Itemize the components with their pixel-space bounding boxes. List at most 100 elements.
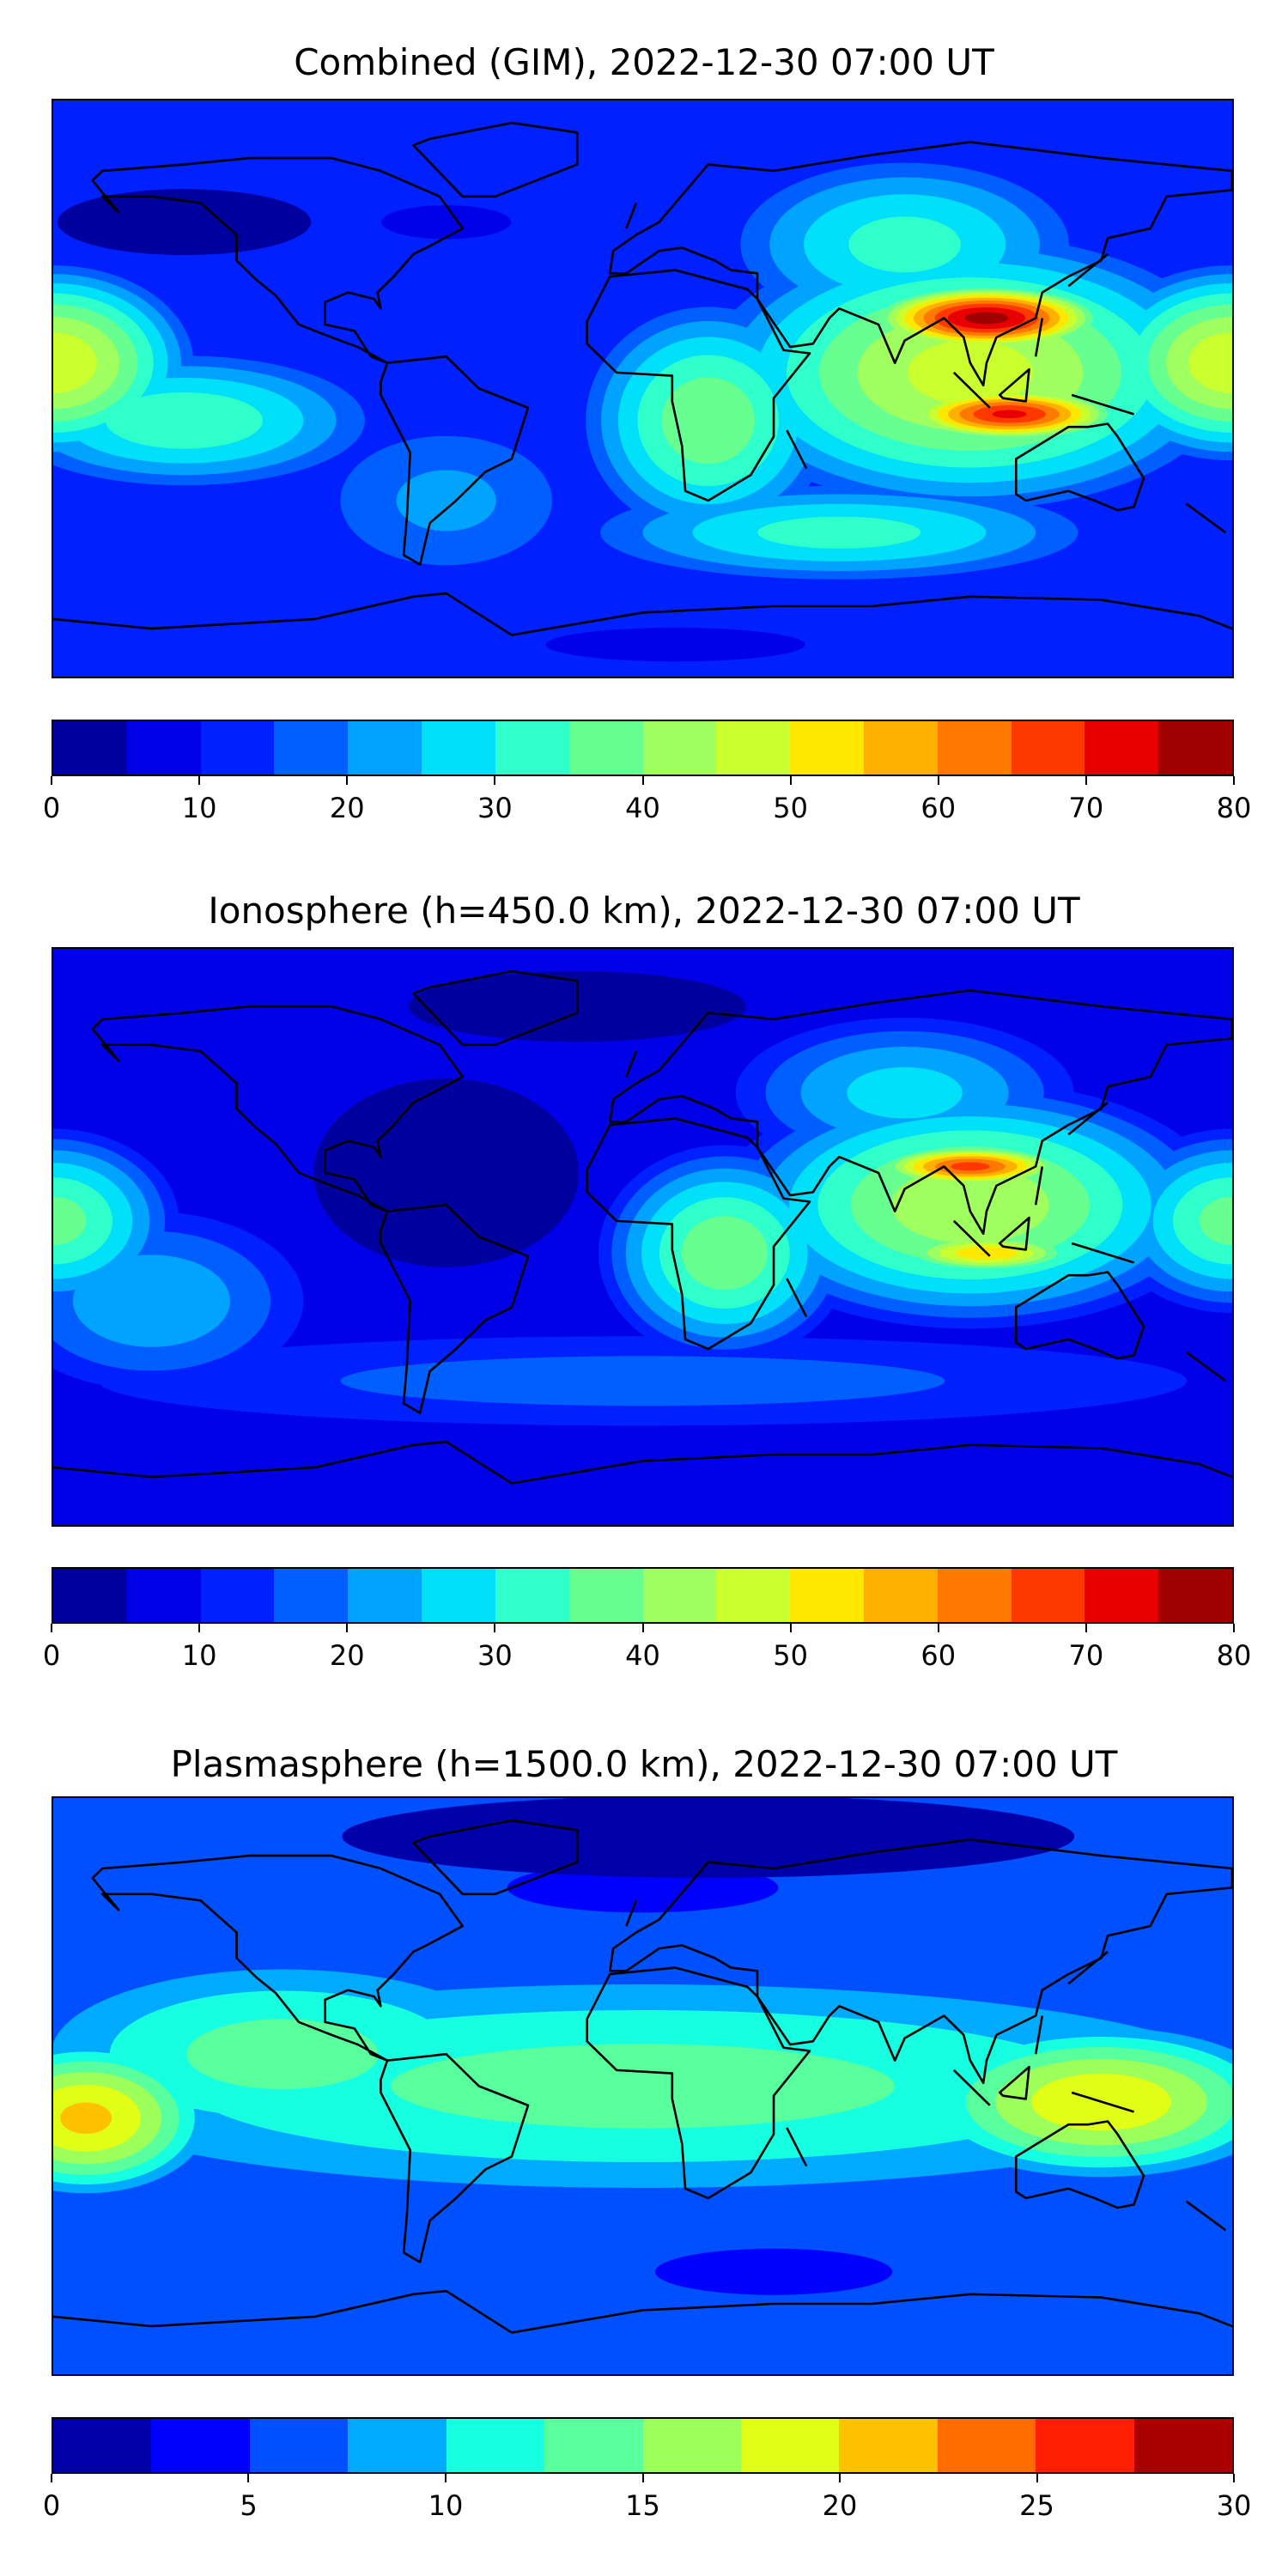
- tick-label: 40: [625, 792, 660, 824]
- colorbar-segment: [126, 1569, 201, 1622]
- tick-mark: [198, 776, 201, 785]
- colorbar-segment: [1036, 2419, 1134, 2472]
- contour-band: [1188, 332, 1232, 393]
- tick-label: 80: [1216, 792, 1252, 824]
- tick-label: 30: [1216, 2489, 1252, 2522]
- tick-mark: [346, 776, 349, 785]
- contour-band: [907, 340, 1033, 405]
- colorbar-segment: [126, 721, 201, 775]
- colorbar: [52, 1567, 1234, 1624]
- contour-band: [53, 332, 97, 393]
- tick-mark: [1084, 776, 1087, 785]
- contour-band: [391, 2044, 895, 2129]
- tick-mark: [494, 776, 496, 785]
- colorbar-segment: [200, 721, 275, 775]
- tick-label: 60: [920, 1639, 957, 1672]
- tick-label: 70: [1068, 1639, 1104, 1672]
- contour-band: [661, 377, 756, 465]
- contour-band: [951, 1162, 990, 1171]
- tick-label: 10: [428, 2489, 464, 2522]
- contour-band: [757, 516, 921, 549]
- colorbar-segment: [863, 1569, 938, 1622]
- contour-band: [654, 2248, 893, 2295]
- colorbar-segment: [642, 721, 717, 775]
- tick-mark: [789, 1624, 792, 1632]
- tick-label: 0: [42, 1639, 61, 1672]
- tick-mark: [1036, 2474, 1038, 2482]
- contour-band: [681, 1216, 768, 1290]
- colorbar-segment: [790, 721, 864, 775]
- contour-band: [53, 1196, 87, 1245]
- tick-mark: [494, 1624, 496, 1632]
- colorbar-segment: [1158, 721, 1232, 775]
- tick-label: 10: [181, 1639, 217, 1672]
- tick-mark: [198, 1624, 201, 1632]
- tick-mark: [1084, 1624, 1087, 1632]
- colorbar-segment: [1133, 2419, 1233, 2472]
- colorbar-segment: [151, 2419, 250, 2472]
- tick-label: 0: [42, 792, 61, 824]
- colorbar-segment: [839, 2419, 938, 2472]
- colorbar-segment: [937, 2419, 1036, 2472]
- map-ionosphere: [52, 947, 1234, 1527]
- tick-label: 30: [477, 1639, 513, 1672]
- colorbar-segment: [1084, 1569, 1159, 1622]
- contour-band: [340, 1356, 945, 1406]
- tick-mark: [51, 1624, 52, 1632]
- colorbar-segment: [642, 2419, 741, 2472]
- tick-label: 5: [240, 2489, 258, 2522]
- contour-band: [381, 204, 512, 240]
- contour-band: [992, 410, 1027, 419]
- chart-title: Ionosphere (h=450.0 km), 2022-12-30 07:0…: [208, 890, 1080, 932]
- contour-band: [60, 2102, 112, 2135]
- contour-band: [186, 2019, 379, 2090]
- colorbar-ticks: 0 10 20 30 40 50 60 70 80: [43, 776, 1251, 828]
- map-combined: [52, 99, 1234, 678]
- colorbar-segment: [790, 1569, 864, 1622]
- colorbar-segment: [348, 721, 422, 775]
- tick-mark: [1233, 2474, 1235, 2482]
- tick-label: 40: [625, 1639, 660, 1672]
- colorbar-segment: [274, 721, 349, 775]
- colorbar-segment: [1011, 721, 1085, 775]
- tick-mark: [1233, 1624, 1235, 1632]
- tick-mark: [641, 776, 644, 785]
- tick-mark: [444, 2474, 447, 2482]
- tick-mark: [247, 2474, 250, 2482]
- tick-label: 10: [181, 792, 217, 824]
- tick-label: 30: [477, 792, 513, 824]
- tick-mark: [789, 776, 792, 785]
- colorbar-segment: [1084, 721, 1159, 775]
- colorbar-segment: [716, 1569, 791, 1622]
- colorbar-segment: [568, 721, 643, 775]
- contour-band: [891, 1166, 1049, 1244]
- colorbar-segment: [544, 2419, 643, 2472]
- tick-label: 70: [1068, 792, 1104, 824]
- tick-label: 25: [1019, 2489, 1054, 2522]
- colorbar-segment: [422, 721, 495, 775]
- contour-band: [105, 392, 264, 449]
- tick-label: 60: [920, 792, 957, 824]
- contour-band: [545, 628, 805, 662]
- tick-label: 20: [329, 792, 365, 824]
- colorbar-segment: [422, 1569, 495, 1622]
- colorbar-segment: [495, 721, 569, 775]
- contour-band: [847, 1066, 963, 1119]
- contour-band: [396, 470, 496, 532]
- colorbar-segment: [740, 2419, 840, 2472]
- contour-band: [848, 216, 961, 273]
- colorbar-segment: [348, 2419, 447, 2472]
- tick-mark: [937, 1624, 939, 1632]
- tick-label: 15: [625, 2489, 660, 2522]
- tick-mark: [838, 2474, 841, 2482]
- colorbar-segment: [937, 1569, 1012, 1622]
- contour-band: [1199, 1196, 1232, 1245]
- colorbar-segment: [937, 721, 1012, 775]
- colorbar-segment: [53, 1569, 127, 1622]
- chart-title: Plasmasphere (h=1500.0 km), 2022-12-30 0…: [170, 1743, 1118, 1785]
- colorbar-segment: [1158, 1569, 1232, 1622]
- contour-band: [57, 189, 312, 256]
- tick-label: 50: [773, 792, 808, 824]
- contour-band: [53, 1177, 113, 1265]
- tick-label: 20: [822, 2489, 858, 2522]
